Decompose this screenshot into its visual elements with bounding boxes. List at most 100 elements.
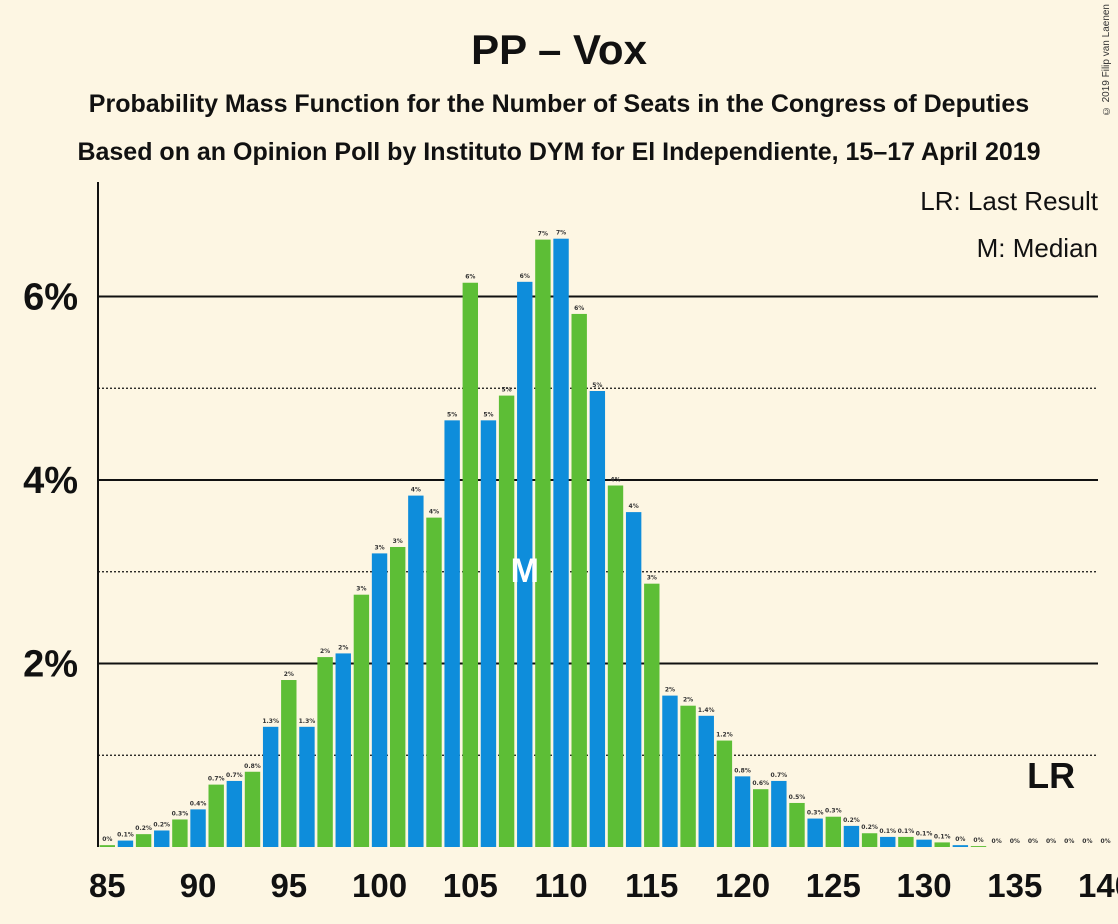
y-tick-label: 4% <box>23 460 78 502</box>
bar <box>825 816 841 847</box>
bar <box>208 784 224 847</box>
bar-value-label: 5% <box>592 382 602 389</box>
bar <box>789 802 805 847</box>
chart-title: PP – Vox <box>471 26 647 73</box>
bar <box>843 825 860 847</box>
x-tick-label: 120 <box>715 867 770 904</box>
bar <box>281 680 297 847</box>
bar-value-label: 1.4% <box>698 707 715 714</box>
x-tick-label: 110 <box>534 867 587 904</box>
bar-value-label: 0.1% <box>117 832 134 839</box>
bar-value-label: 2% <box>320 648 330 655</box>
y-tick-label: 6% <box>23 277 78 319</box>
bar <box>99 845 115 847</box>
x-tick-label: 130 <box>897 867 952 904</box>
bar <box>662 695 678 847</box>
x-tick-label: 135 <box>987 867 1042 904</box>
bar-value-label: 0% <box>992 838 1002 845</box>
bar <box>607 485 624 847</box>
bar <box>426 517 442 847</box>
bar <box>934 842 950 847</box>
bar-value-label: 0% <box>1010 838 1020 845</box>
bar <box>734 776 751 847</box>
bar <box>698 715 714 847</box>
bar-value-label: 2% <box>284 671 294 678</box>
bar <box>135 834 152 847</box>
bar-value-label: 0.8% <box>244 763 261 770</box>
x-tick-label: 95 <box>270 867 307 904</box>
bar-value-label: 0.3% <box>807 810 824 817</box>
bar-value-label: 5% <box>447 411 457 418</box>
bar-value-label: 4% <box>610 477 620 484</box>
bar-value-label: 2% <box>338 644 348 651</box>
bar-value-label: 0% <box>1100 838 1110 845</box>
bar-value-label: 0.3% <box>825 808 842 815</box>
bar <box>299 726 315 847</box>
bar <box>861 833 878 847</box>
bar-value-label: 1.2% <box>716 732 733 739</box>
bar <box>244 771 261 847</box>
bar <box>190 809 206 847</box>
bar-value-label: 0.7% <box>771 772 788 779</box>
bar-value-label: 4% <box>429 509 439 516</box>
bar-value-label: 4% <box>411 487 421 494</box>
median-marker: M <box>511 552 539 590</box>
x-tick-label: 105 <box>443 867 498 904</box>
bar-value-label: 0.2% <box>135 825 152 832</box>
bar-value-label: 1.3% <box>262 718 279 725</box>
bar <box>262 726 279 847</box>
bar-value-label: 1.3% <box>299 718 316 725</box>
bar <box>317 657 333 847</box>
bar-value-label: 7% <box>538 231 548 238</box>
bar-value-label: 0.4% <box>190 800 207 807</box>
bar-value-label: 0.2% <box>843 817 860 824</box>
bar <box>498 395 515 847</box>
bar-value-label: 3% <box>374 544 384 551</box>
bar <box>517 281 533 847</box>
bar <box>553 238 569 847</box>
bar-value-label: 3% <box>393 538 403 545</box>
bar-value-label: 5% <box>502 387 512 394</box>
markers: M LR <box>511 552 1076 796</box>
bar-value-label: 0.8% <box>734 767 751 774</box>
bar-value-label: 4% <box>629 503 639 510</box>
bar-value-label: 0.1% <box>879 828 896 835</box>
bar <box>444 420 460 847</box>
bar-value-label: 0.7% <box>226 772 243 779</box>
bar <box>154 830 170 848</box>
x-tick-label: 85 <box>89 867 126 904</box>
bar-value-label: 7% <box>556 230 566 237</box>
x-tick-label: 140 <box>1078 867 1118 904</box>
bar-value-label: 6% <box>520 273 530 280</box>
bar-value-label: 6% <box>574 305 584 312</box>
bar <box>680 705 696 847</box>
bar <box>335 653 351 847</box>
bar <box>898 836 914 847</box>
x-tick-label: 125 <box>806 867 861 904</box>
bar <box>117 840 134 847</box>
bar <box>390 546 406 847</box>
bar-value-label: 0% <box>955 836 965 843</box>
bar-value-label: 0.1% <box>916 831 933 838</box>
bar <box>589 391 606 847</box>
bar-value-label: 0.6% <box>752 780 769 787</box>
bar-value-label: 0% <box>973 837 983 844</box>
bar <box>916 839 932 847</box>
bar-value-label: 5% <box>483 411 493 418</box>
bar-value-label: 6% <box>465 274 475 281</box>
bar-value-label: 0% <box>102 836 112 843</box>
bar-value-label: 0% <box>1046 838 1056 845</box>
last-result-marker: LR <box>1027 755 1075 796</box>
bar-value-label: 2% <box>683 697 693 704</box>
bar <box>625 512 642 847</box>
bar <box>535 239 551 847</box>
bar <box>807 818 823 847</box>
legend-median: M: Median <box>976 233 1098 263</box>
chart-subtitle: Probability Mass Function for the Number… <box>88 90 1030 118</box>
x-tick-label: 100 <box>352 867 407 904</box>
bar <box>970 846 987 847</box>
bar <box>462 282 478 847</box>
legend-last-result: LR: Last Result <box>920 186 1098 216</box>
bar <box>771 780 787 847</box>
